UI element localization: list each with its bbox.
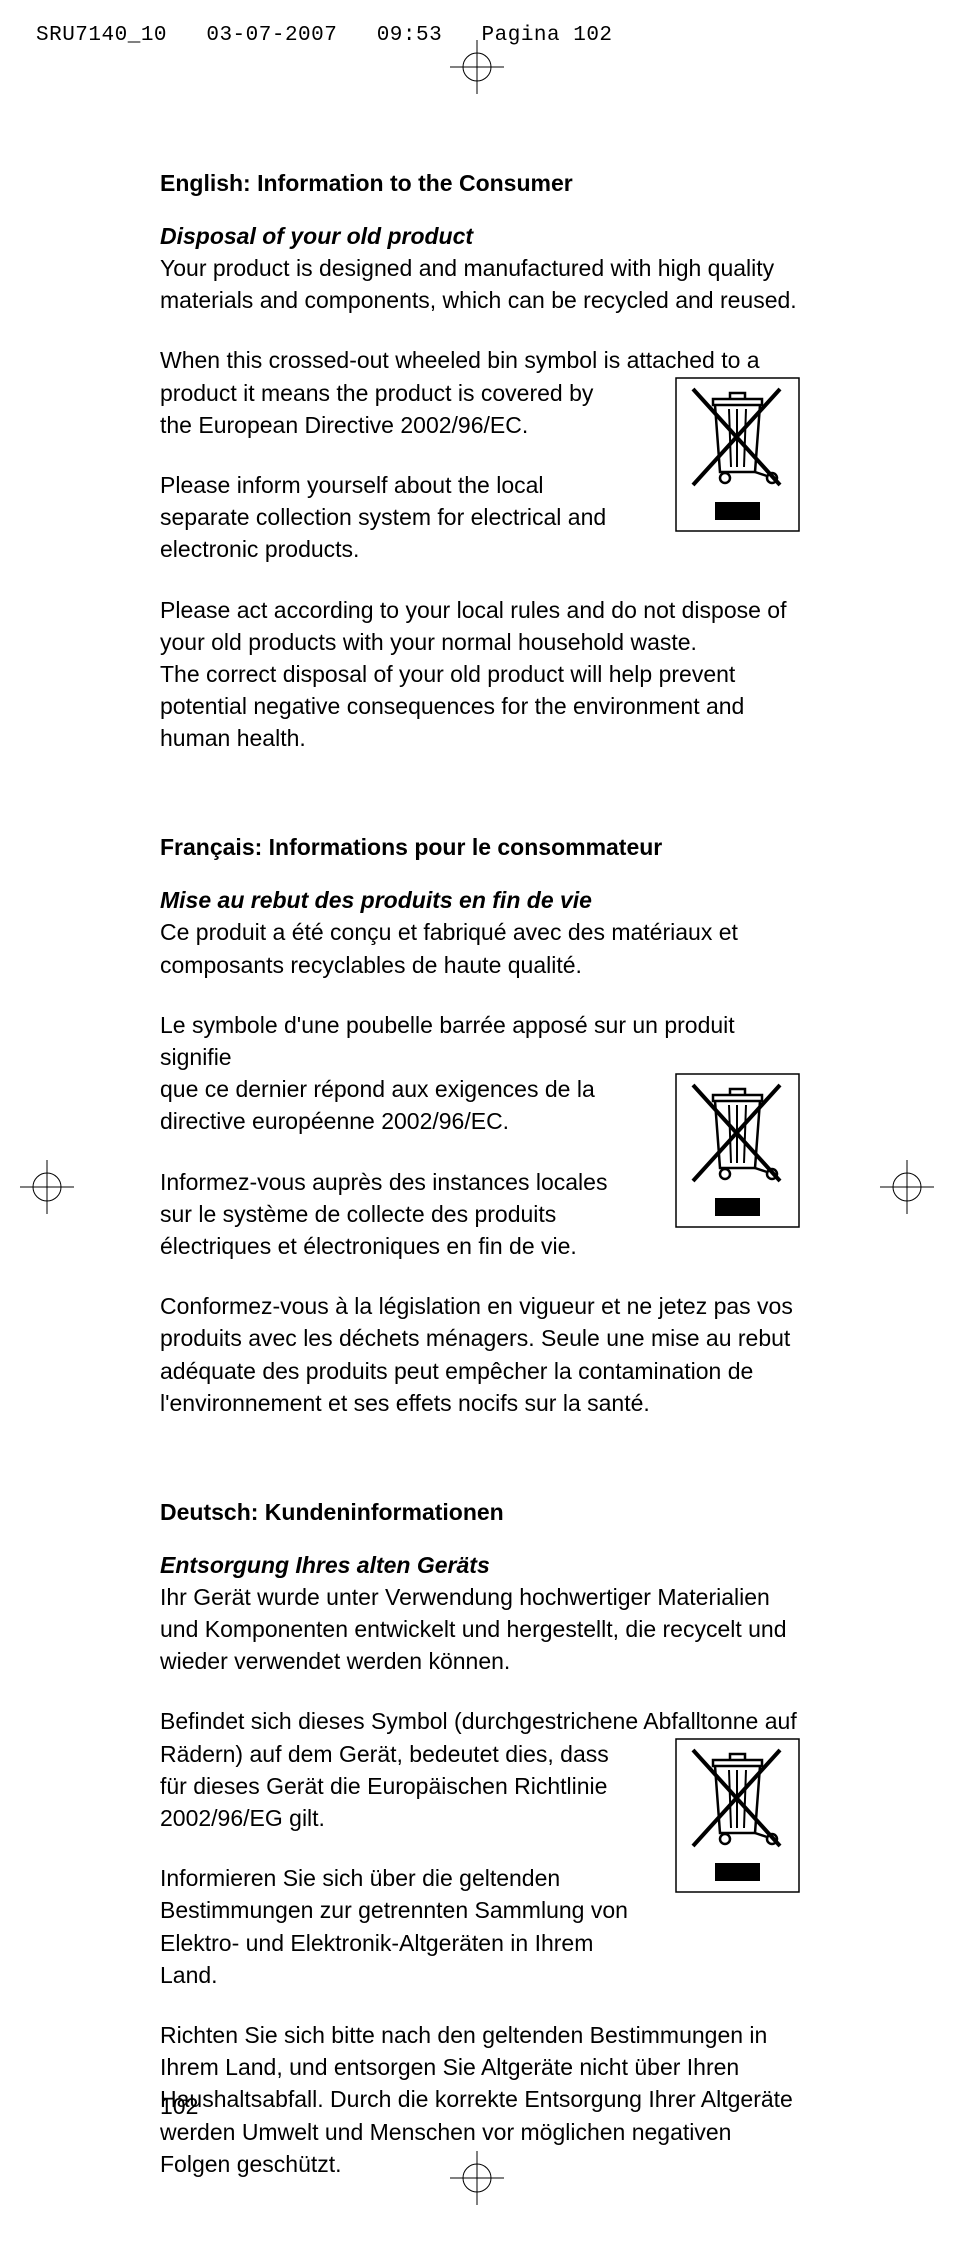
registration-mark-right-icon bbox=[880, 1160, 934, 1219]
section-subtitle: Mise au rebut des produits en fin de vie bbox=[160, 887, 800, 914]
wrap-p2: Informieren Sie sich über die geltenden … bbox=[160, 1862, 630, 1991]
paragraph: Conformez-vous à la législation en vigue… bbox=[160, 1290, 800, 1419]
registration-mark-bottom-icon bbox=[450, 2151, 504, 2210]
registration-mark-left-icon bbox=[20, 1160, 74, 1219]
section-title: Deutsch: Kundeninformationen bbox=[160, 1499, 800, 1526]
weee-bin-icon bbox=[675, 1738, 800, 1898]
paragraph: Rädern) auf dem Gerät, bedeutet dies, da… bbox=[160, 1738, 630, 1991]
paragraph: que ce dernier répond aux exigences de l… bbox=[160, 1073, 630, 1262]
icon-wrap-block: Rädern) auf dem Gerät, bedeutet dies, da… bbox=[160, 1738, 800, 1991]
wrap-body: product it means the product is covered … bbox=[160, 377, 630, 441]
registration-mark-top-icon bbox=[450, 40, 504, 99]
section-title: Français: Informations pour le consommat… bbox=[160, 834, 800, 861]
weee-bin-icon bbox=[675, 1073, 800, 1233]
paragraph-lead: When this crossed-out wheeled bin symbol… bbox=[160, 344, 800, 376]
header-time: 09:53 bbox=[377, 24, 443, 47]
icon-wrap-block: que ce dernier répond aux exigences de l… bbox=[160, 1073, 800, 1262]
weee-bin-icon bbox=[675, 377, 800, 537]
page-content: English: Information to the Consumer Dis… bbox=[160, 170, 800, 2260]
paragraph: Your product is designed and manufacture… bbox=[160, 252, 800, 316]
paragraph: Please act according to your local rules… bbox=[160, 594, 800, 658]
section-german: Deutsch: Kundeninformationen Entsorgung … bbox=[160, 1499, 800, 2180]
page-number: 102 bbox=[160, 2093, 198, 2120]
paragraph-lead: Le symbole d'une poubelle barrée apposé … bbox=[160, 1009, 800, 1073]
paragraph-lead: Befindet sich dieses Symbol (durchgestri… bbox=[160, 1705, 800, 1737]
paragraph: Ce produit a été conçu et fabriqué avec … bbox=[160, 916, 800, 980]
header-date: 03-07-2007 bbox=[206, 24, 337, 47]
section-subtitle: Entsorgung Ihres alten Geräts bbox=[160, 1552, 800, 1579]
print-header: SRU7140_10 03-07-2007 09:53 Pagina 102 bbox=[36, 24, 613, 47]
paragraph: The correct disposal of your old product… bbox=[160, 658, 800, 755]
section-title: English: Information to the Consumer bbox=[160, 170, 800, 197]
section-french: Français: Informations pour le consommat… bbox=[160, 834, 800, 1418]
header-filename: SRU7140_10 bbox=[36, 24, 167, 47]
paragraph: product it means the product is covered … bbox=[160, 377, 630, 566]
wrap-body: que ce dernier répond aux exigences de l… bbox=[160, 1073, 630, 1137]
wrap-body: Rädern) auf dem Gerät, bedeutet dies, da… bbox=[160, 1738, 630, 1835]
section-subtitle: Disposal of your old product bbox=[160, 223, 800, 250]
paragraph: Ihr Gerät wurde unter Verwendung hochwer… bbox=[160, 1581, 800, 1678]
icon-wrap-block: product it means the product is covered … bbox=[160, 377, 800, 566]
section-english: English: Information to the Consumer Dis… bbox=[160, 170, 800, 754]
wrap-p2: Informez-vous auprès des instances local… bbox=[160, 1166, 630, 1263]
wrap-p2: Please inform yourself about the local s… bbox=[160, 469, 630, 566]
